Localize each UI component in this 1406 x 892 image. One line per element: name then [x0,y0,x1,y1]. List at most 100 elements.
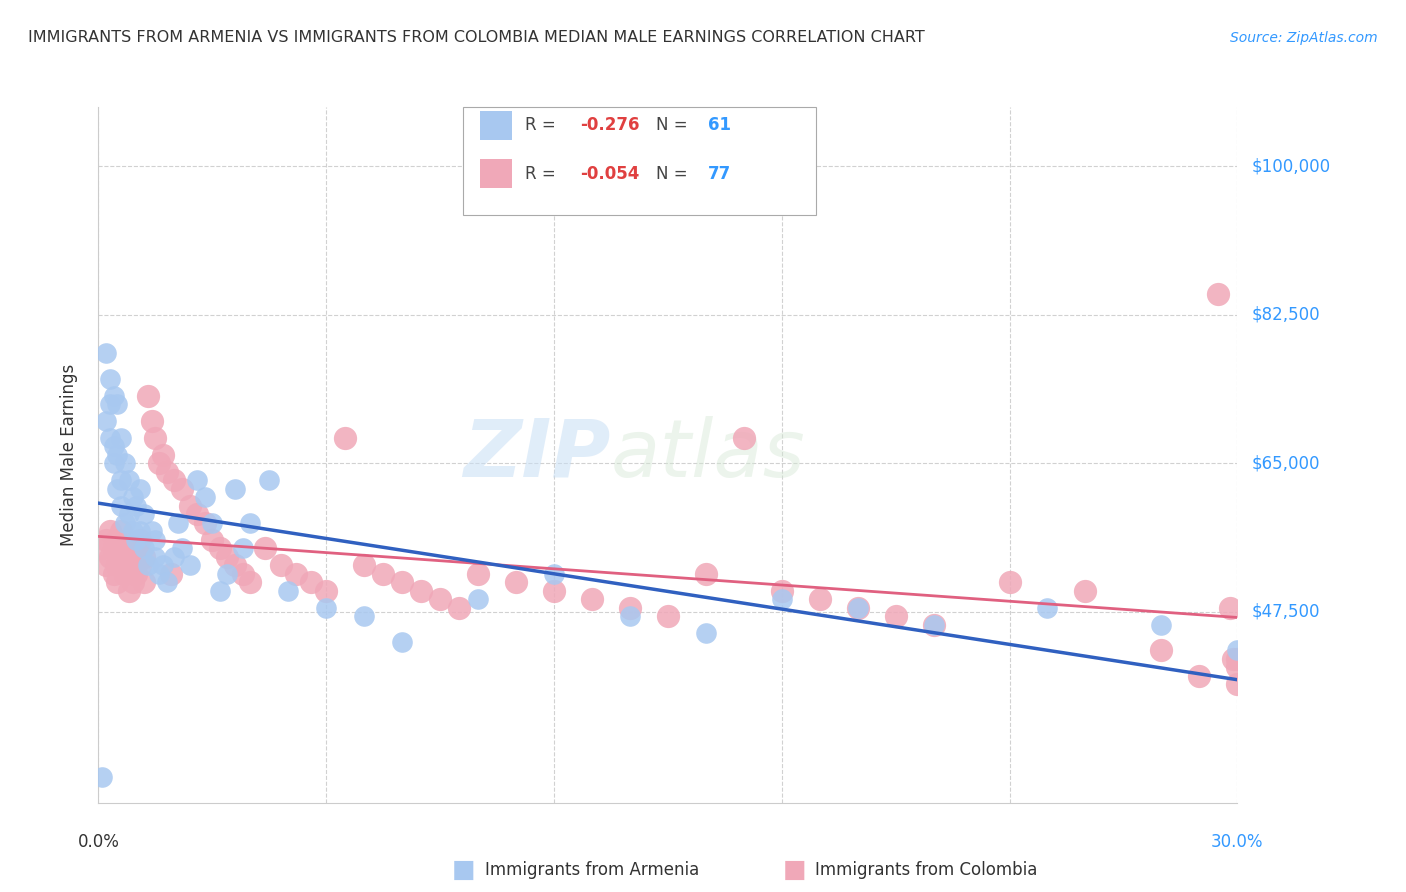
Point [107,448,129,462]
Text: Immigrants from Armenia: Immigrants from Armenia [485,861,699,879]
Text: N =: N = [657,116,693,134]
Text: $100,000: $100,000 [1251,157,1330,176]
Point [163,549,186,564]
Point [156,575,179,590]
Point [110,499,132,513]
Point [884,609,907,624]
Y-axis label: Median Male Earnings: Median Male Earnings [59,364,77,546]
Point [619,600,641,615]
Point [103,439,125,453]
Point [145,431,167,445]
Point [129,482,152,496]
Point [315,583,337,598]
Point [98,549,121,564]
Point [846,600,869,615]
Point [232,566,254,581]
Point [695,566,717,581]
Point [449,600,471,615]
Text: ZIP: ZIP [464,416,612,494]
Point [132,575,155,590]
Point [217,566,239,581]
Text: -0.054: -0.054 [581,165,640,183]
Point [1074,583,1097,598]
Point [194,491,217,505]
Point [107,558,129,573]
Point [110,431,132,445]
Point [922,617,945,632]
FancyBboxPatch shape [479,111,512,140]
Point [114,541,136,556]
Point [118,474,141,488]
Text: N =: N = [657,165,693,183]
Point [129,533,152,547]
Text: -0.276: -0.276 [581,116,640,134]
Point [125,566,148,581]
Text: ■: ■ [453,858,475,881]
Point [411,583,433,598]
Text: Source: ZipAtlas.com: Source: ZipAtlas.com [1230,30,1378,45]
Point [335,431,357,445]
Point [129,558,152,573]
Point [170,541,193,556]
Point [141,524,163,539]
Point [315,600,337,615]
Point [107,575,129,590]
Point [1150,617,1173,632]
Point [121,491,143,505]
Point [118,508,141,522]
Point [922,617,945,632]
Point [148,566,170,581]
Point [103,541,125,556]
Point [121,575,143,590]
Text: 61: 61 [707,116,731,134]
Text: Immigrants from Colombia: Immigrants from Colombia [815,861,1038,879]
Point [186,474,208,488]
FancyBboxPatch shape [479,159,512,188]
Point [167,516,190,530]
Point [695,626,717,640]
Point [391,575,413,590]
Point [619,609,641,624]
Point [98,431,121,445]
Point [353,609,375,624]
Point [467,592,489,607]
Point [132,541,155,556]
Point [254,541,277,556]
Point [270,558,292,573]
Text: IMMIGRANTS FROM ARMENIA VS IMMIGRANTS FROM COLOMBIA MEDIAN MALE EARNINGS CORRELA: IMMIGRANTS FROM ARMENIA VS IMMIGRANTS FR… [28,29,925,45]
Point [103,457,125,471]
Point [224,558,246,573]
Point [179,558,201,573]
Point [259,474,281,488]
Text: 0.0%: 0.0% [77,833,120,851]
Text: R =: R = [526,165,561,183]
Point [299,575,322,590]
Point [94,558,117,573]
Point [145,533,167,547]
Point [371,566,394,581]
Point [391,634,413,648]
Point [121,549,143,564]
Point [125,533,148,547]
Point [1226,677,1249,691]
Point [201,533,224,547]
Point [239,516,262,530]
Point [114,516,136,530]
Point [1219,600,1241,615]
Point [107,397,129,411]
Point [152,558,174,573]
Point [163,474,186,488]
Point [107,482,129,496]
Point [110,549,132,564]
Text: R =: R = [526,116,561,134]
Point [284,566,307,581]
Point [136,388,159,402]
Point [1226,660,1249,674]
Point [1222,651,1244,665]
Point [1188,668,1211,682]
Point [110,474,132,488]
Point [186,508,208,522]
Point [770,592,793,607]
Point [118,558,141,573]
Point [103,566,125,581]
